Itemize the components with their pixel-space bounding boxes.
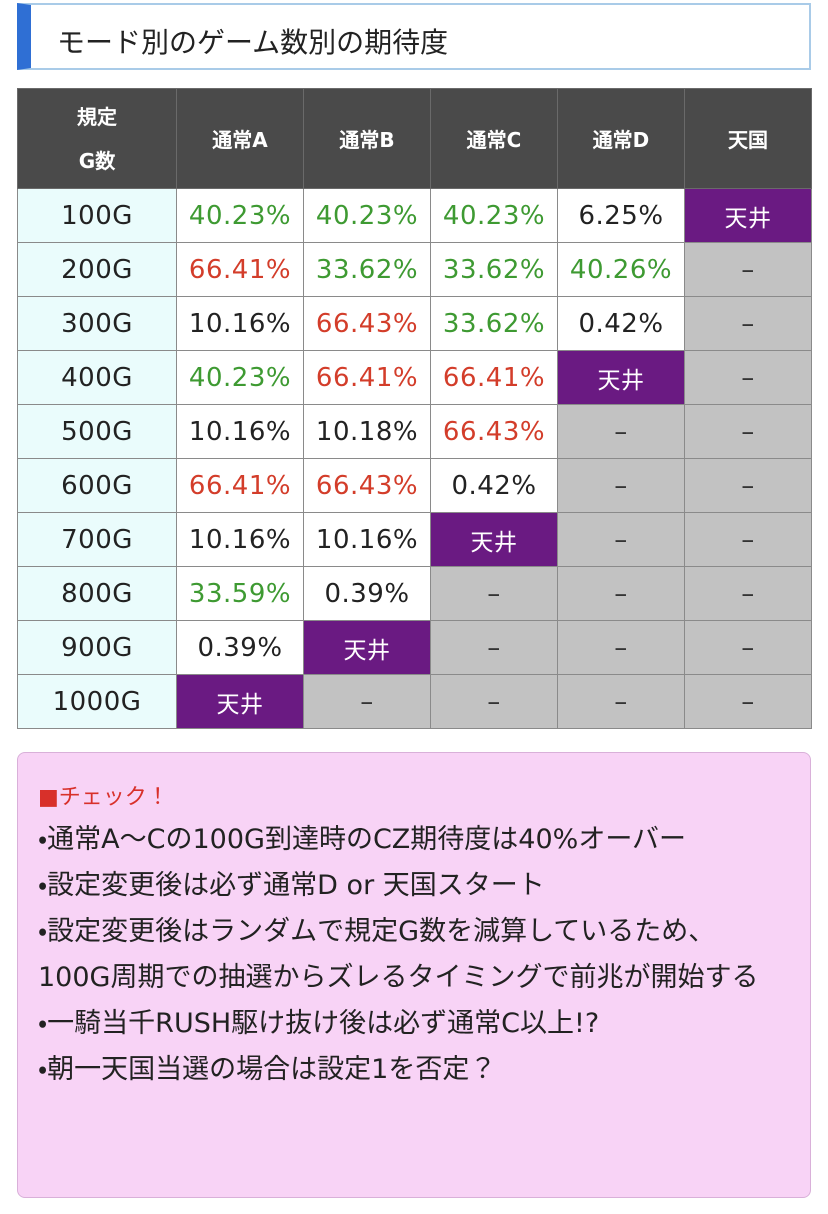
row-label: 300G [17, 296, 177, 351]
table-row: 600G 66.41% 66.43% 0.42% – – [17, 458, 812, 513]
table-cell: 天井 [684, 188, 812, 243]
table-cell: 10.16% [176, 512, 304, 567]
table-cell: 0.42% [557, 296, 685, 351]
note-heading: ■チェック！ [38, 785, 169, 810]
expectation-table: 規定 G数 通常A 通常B 通常C 通常D 天国 100G 40.23% 40.23% 40.23%… [17, 88, 812, 729]
table-cell: 6.25% [557, 188, 685, 243]
table-cell: 66.41% [303, 350, 431, 405]
table-cell: – [684, 296, 812, 351]
table-cell: 40.23% [430, 188, 558, 243]
note-item: ・朝一天国当選の場合は設定1を否定？ [38, 1054, 497, 1085]
table-cell: 66.43% [303, 458, 431, 513]
section-header: モード別のゲーム数別の期待度 [17, 3, 811, 70]
table-cell: 40.23% [176, 188, 304, 243]
table-cell: 66.41% [176, 458, 304, 513]
table-cell: 天井 [303, 620, 431, 675]
table-cell: 0.42% [430, 458, 558, 513]
column-header: 通常C [430, 88, 558, 189]
table-cell: – [557, 566, 685, 621]
table-cell: – [684, 350, 812, 405]
row-label: 500G [17, 404, 177, 459]
table-cell: 40.26% [557, 242, 685, 297]
table-cell: 66.43% [303, 296, 431, 351]
table-cell: 10.18% [303, 404, 431, 459]
table-cell: – [430, 674, 558, 729]
table-cell: – [557, 404, 685, 459]
table-row: 1000G 天井 – – – – [17, 674, 812, 729]
table-cell: 0.39% [176, 620, 304, 675]
row-label: 400G [17, 350, 177, 405]
table-cell: – [430, 620, 558, 675]
table-cell: – [557, 620, 685, 675]
table-cell: – [557, 674, 685, 729]
table-cell: 0.39% [303, 566, 431, 621]
table-cell: 40.23% [303, 188, 431, 243]
table-cell: 33.62% [430, 296, 558, 351]
table-cell: – [684, 512, 812, 567]
column-header: 通常A [176, 88, 304, 189]
table-cell: 40.23% [176, 350, 304, 405]
corner-line: G数 [78, 148, 116, 173]
table-row: 300G 10.16% 66.43% 33.62% 0.42% – [17, 296, 812, 351]
header-row: 規定 G数 通常A 通常B 通常C 通常D 天国 [17, 88, 812, 189]
row-label: 100G [17, 188, 177, 243]
table-cell: 33.59% [176, 566, 304, 621]
table-cell: 33.62% [303, 242, 431, 297]
table-row: 500G 10.16% 10.18% 66.43% – – [17, 404, 812, 459]
note-box: ■チェック！ ・通常A〜Cの100G到達時のCZ期待度は40%オーバー ・設定変更後… [17, 752, 811, 1198]
table-cell: 天井 [557, 350, 685, 405]
table-cell: – [684, 404, 812, 459]
table-row: 700G 10.16% 10.16% 天井 – – [17, 512, 812, 567]
column-header: 通常B [303, 88, 431, 189]
row-label: 1000G [17, 674, 177, 729]
table-cell: 66.41% [430, 350, 558, 405]
table-cell: – [557, 512, 685, 567]
table-cell: 10.16% [303, 512, 431, 567]
table-row: 900G 0.39% 天井 – – – [17, 620, 812, 675]
table-cell: 10.16% [176, 296, 304, 351]
row-label: 900G [17, 620, 177, 675]
table-cell: 天井 [430, 512, 558, 567]
row-label: 200G [17, 242, 177, 297]
table-cell: – [303, 674, 431, 729]
row-label: 700G [17, 512, 177, 567]
table-cell: – [684, 620, 812, 675]
table-cell: – [430, 566, 558, 621]
table-row: 200G 66.41% 33.62% 33.62% 40.26% – [17, 242, 812, 297]
table-row: 100G 40.23% 40.23% 40.23% 6.25% 天井 [17, 188, 812, 243]
note-item: ・通常A〜Cの100G到達時のCZ期待度は40%オーバー [38, 824, 687, 855]
corner-line: 規定 [77, 104, 117, 129]
table-cell: – [684, 566, 812, 621]
row-label: 600G [17, 458, 177, 513]
note-item: ・設定変更後は必ず通常D or 天国スタート [38, 870, 545, 901]
table-cell: 10.16% [176, 404, 304, 459]
column-header: 通常D [557, 88, 685, 189]
table-cell: 66.43% [430, 404, 558, 459]
table-cell: – [684, 674, 812, 729]
table-cell: – [684, 242, 812, 297]
row-label: 800G [17, 566, 177, 621]
table-cell: – [684, 458, 812, 513]
table-cell: – [557, 458, 685, 513]
table-row: 800G 33.59% 0.39% – – – [17, 566, 812, 621]
note-item: ・一騎当千RUSH駆け抜け後は必ず通常C以上!? [38, 1008, 600, 1039]
table-cell: 33.62% [430, 242, 558, 297]
note-item: ・設定変更後はランダムで規定G数を減算しているため、100G周期での抽選からズレ… [38, 916, 759, 993]
table-cell: 66.41% [176, 242, 304, 297]
table-cell: 天井 [176, 674, 304, 729]
corner-header: 規定 G数 [17, 88, 177, 189]
table-row: 400G 40.23% 66.41% 66.41% 天井 – [17, 350, 812, 405]
column-header: 天国 [684, 88, 812, 189]
section-title: モード別のゲーム数別の期待度 [57, 26, 449, 59]
